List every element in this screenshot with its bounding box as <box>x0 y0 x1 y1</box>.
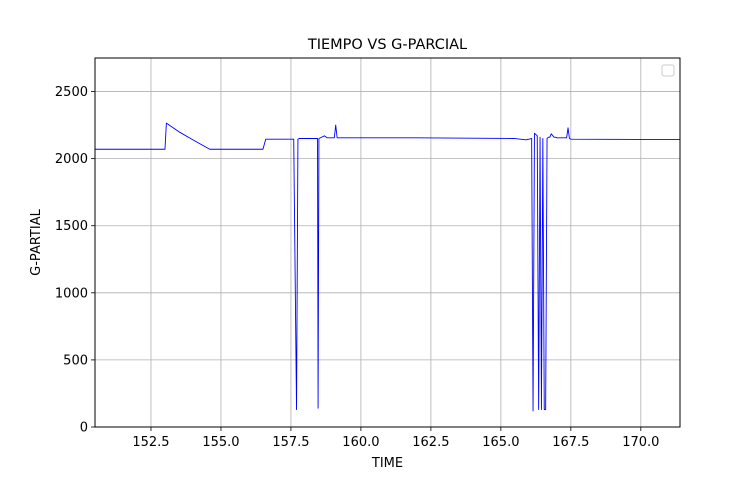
x-tick-label: 167.5 <box>552 435 589 450</box>
x-axis-ticks: 152.5 155.0 157.5 160.0 162.5 165.0 167.5 170.0 <box>132 427 659 450</box>
axes-frame <box>94 57 681 428</box>
series-line <box>95 122 681 412</box>
y-tick-label: 0 <box>80 421 88 436</box>
x-tick-label: 162.5 <box>412 435 449 450</box>
legend-box <box>661 64 675 77</box>
y-tick-label: 2500 <box>55 85 88 100</box>
plot-area <box>95 122 681 412</box>
x-tick-label: 152.5 <box>132 435 169 450</box>
x-axis-label: TIME <box>371 456 403 471</box>
y-tick-label: 2000 <box>55 152 88 167</box>
x-tick-label: 155.0 <box>202 435 239 450</box>
y-axis-label: G-PARTIAL <box>29 208 44 275</box>
x-tick-label: 157.5 <box>272 435 309 450</box>
chart-title: TIEMPO VS G-PARCIAL <box>307 37 467 53</box>
x-tick-label: 160.0 <box>342 435 379 450</box>
x-tick-label: 165.0 <box>482 435 519 450</box>
grid <box>95 58 680 428</box>
x-tick-label: 170.0 <box>622 435 659 450</box>
y-axis-ticks: 0 500 1000 1500 2000 2500 <box>55 85 95 436</box>
y-tick-label: 1500 <box>55 219 88 234</box>
y-tick-label: 500 <box>63 353 88 368</box>
y-tick-label: 1000 <box>55 286 88 301</box>
